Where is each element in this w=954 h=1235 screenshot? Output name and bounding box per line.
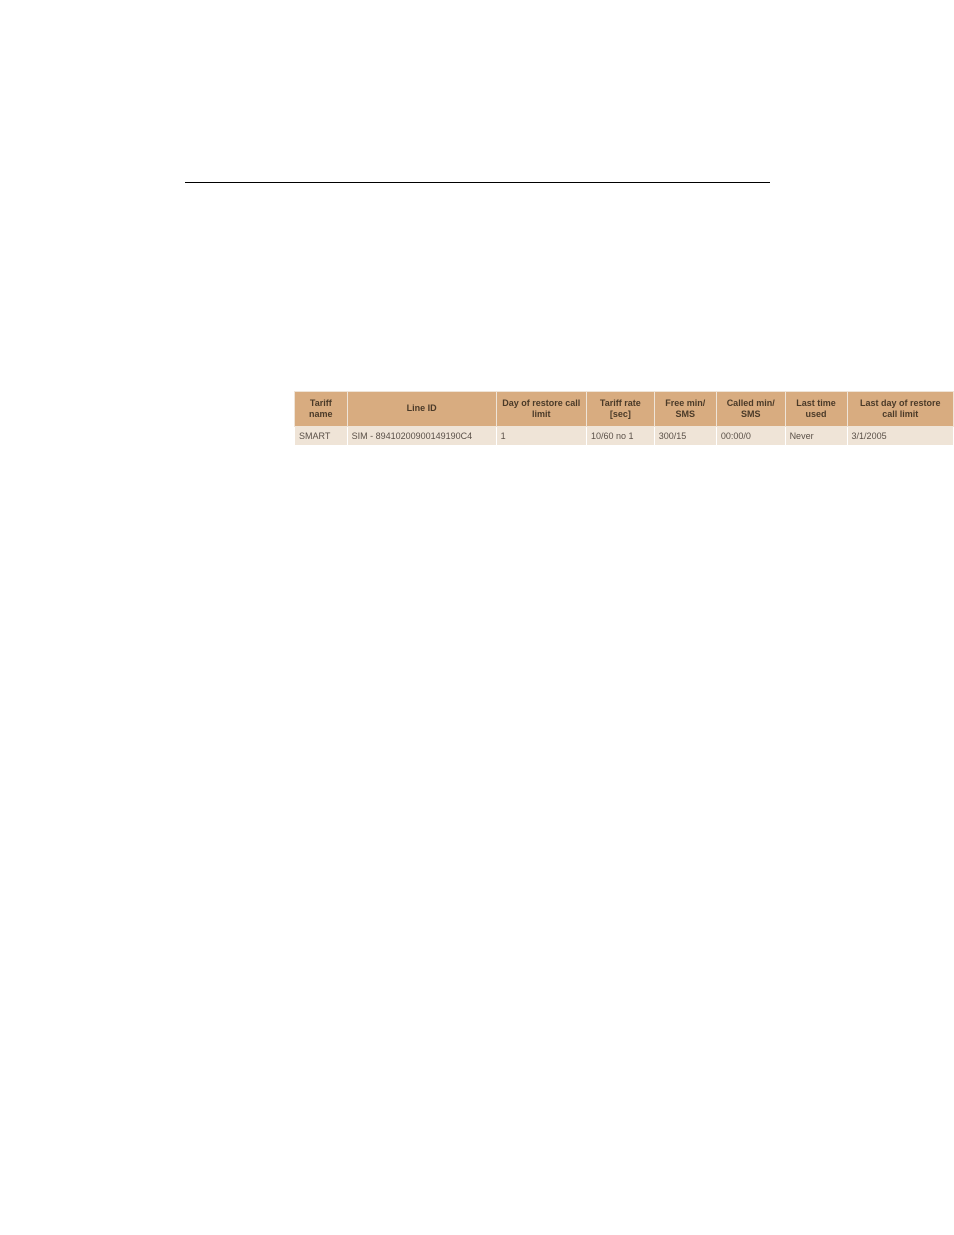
col-called-min: Called min/ SMS	[716, 392, 785, 427]
col-label: Day of restore call limit	[502, 398, 580, 419]
cell-value: SIM - 89410200900149190C4	[352, 431, 473, 441]
table-row: SMART SIM - 89410200900149190C4 1 10/60 …	[295, 426, 954, 445]
cell-value: 00:00/0	[721, 431, 751, 441]
col-label: Called min/ SMS	[727, 398, 775, 419]
col-line-id: Line ID	[347, 392, 496, 427]
col-tariff-name: Tariff name	[295, 392, 348, 427]
cell-tariff-rate: 10/60 no 1	[586, 426, 654, 445]
col-label: Last time used	[796, 398, 836, 419]
cell-line-id: SIM - 89410200900149190C4	[347, 426, 496, 445]
cell-value: SMART	[299, 431, 330, 441]
cell-called-min: 00:00/0	[716, 426, 785, 445]
col-tariff-rate: Tariff rate [sec]	[586, 392, 654, 427]
cell-last-day-restore: 3/1/2005	[847, 426, 953, 445]
cell-value: 300/15	[659, 431, 687, 441]
page: Tariff name Line ID Day of restore call …	[0, 0, 954, 1235]
cell-free-min: 300/15	[654, 426, 716, 445]
col-label: Tariff rate [sec]	[600, 398, 641, 419]
col-label: Last day of restore call limit	[860, 398, 941, 419]
col-last-used: Last time used	[785, 392, 847, 427]
cell-day-restore: 1	[496, 426, 586, 445]
divider-line	[185, 182, 770, 183]
cell-value: 1	[501, 431, 506, 441]
col-free-min: Free min/ SMS	[654, 392, 716, 427]
table-header: Tariff name Line ID Day of restore call …	[295, 392, 954, 427]
tariff-table: Tariff name Line ID Day of restore call …	[294, 391, 954, 446]
cell-tariff-name: SMART	[295, 426, 348, 445]
col-label: Tariff name	[309, 398, 333, 419]
cell-value: 10/60 no 1	[591, 431, 634, 441]
col-label: Free min/ SMS	[665, 398, 705, 419]
col-label: Line ID	[407, 403, 437, 413]
table-body: SMART SIM - 89410200900149190C4 1 10/60 …	[295, 426, 954, 445]
col-day-restore: Day of restore call limit	[496, 392, 586, 427]
col-last-day-restore: Last day of restore call limit	[847, 392, 953, 427]
table-header-row: Tariff name Line ID Day of restore call …	[295, 392, 954, 427]
cell-value: 3/1/2005	[852, 431, 887, 441]
cell-value: Never	[790, 431, 814, 441]
cell-last-used: Never	[785, 426, 847, 445]
